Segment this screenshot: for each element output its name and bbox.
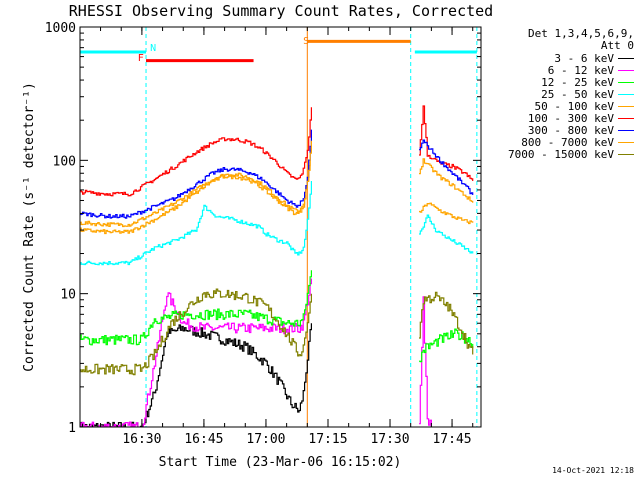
- series-line-after-gap-25-50-kev: [419, 214, 474, 254]
- timestamp: 14-Oct-2021 12:18: [552, 466, 634, 475]
- series-line-6-12-kev: [80, 278, 312, 427]
- legend-entry-12-25-kev: 12 - 25 keV: [482, 75, 634, 89]
- chart-title: RHESSI Observing Summary Count Rates, Co…: [69, 2, 493, 20]
- legend-entry-25-50-kev: 25 - 50 keV: [482, 87, 634, 101]
- legend-entry-800-7000-kev: 800 - 7000 keV: [482, 135, 634, 149]
- legend-entry-50-100-kev: 50 - 100 keV: [482, 99, 634, 113]
- legend-entry-3-6-kev: 3 - 6 keV: [482, 51, 634, 65]
- series-line-100-300-kev: [80, 107, 312, 197]
- legend-label: 7000 - 15000 keV: [508, 147, 614, 161]
- legend-entry-300-800-kev: 300 - 800 keV: [482, 123, 634, 137]
- y-tick-label-100: 100: [53, 154, 76, 169]
- legend-entry-7000-15000-kev: 7000 - 15000 keV: [482, 147, 634, 161]
- legend-entry-100-300-kev: 100 - 300 keV: [482, 111, 634, 125]
- legend-label: 300 - 800 keV: [527, 123, 614, 137]
- series-line-300-800-kev: [80, 129, 312, 219]
- legend-swatch: [618, 153, 634, 155]
- series-line-after-gap-100-300-kev: [419, 105, 474, 181]
- legend-swatch: [618, 141, 634, 143]
- legend-label: 6 - 12 keV: [547, 63, 614, 77]
- y-tick-label-10: 10: [60, 288, 76, 303]
- series-line-after-gap-800-7000-kev: [419, 158, 474, 203]
- legend-swatch: [618, 93, 634, 95]
- y-tick-label-1000: 1000: [45, 21, 76, 36]
- legend-label: 3 - 6 keV: [554, 51, 614, 65]
- series-line-7000-15000-kev: [80, 288, 312, 376]
- legend: Det 1,3,4,5,6,9, Att 0 3 - 6 keV 6 - 12 k…: [482, 27, 634, 161]
- flag-label-n: N: [150, 43, 156, 54]
- legend-header-detectors: Det 1,3,4,5,6,9,: [528, 27, 634, 40]
- legend-swatch: [618, 105, 634, 107]
- x-tick-label-17-00: 17:00: [246, 432, 285, 447]
- legend-swatch: [618, 57, 634, 59]
- x-axis-label: Start Time (23-Mar-06 16:15:02): [159, 455, 402, 470]
- legend-swatch: [618, 129, 634, 131]
- plot-frame: [79, 26, 482, 428]
- legend-entries: 3 - 6 keV 6 - 12 keV 12 - 25 keV 25 - 50 ke…: [482, 51, 634, 161]
- legend-label: 800 - 7000 keV: [521, 135, 614, 149]
- legend-label: 100 - 300 keV: [527, 111, 614, 125]
- plot-content: [80, 27, 478, 427]
- series-line-after-gap-7000-15000-kev: [419, 291, 474, 355]
- legend-entry-6-12-kev: 6 - 12 keV: [482, 63, 634, 77]
- series-line-12-25-kev: [80, 270, 312, 346]
- legend-swatch: [618, 117, 634, 119]
- x-tick-label-16-45: 16:45: [184, 432, 223, 447]
- x-tick-label-17-15: 17:15: [308, 432, 347, 447]
- y-axis-label: Corrected Count Rate (s⁻¹ detector⁻¹): [22, 82, 37, 372]
- y-tick-label-1: 1: [68, 421, 76, 436]
- series-line-25-50-kev: [80, 181, 312, 266]
- legend-label: 12 - 25 keV: [541, 75, 614, 89]
- plot-area: NF S: [80, 27, 478, 427]
- legend-label: 25 - 50 keV: [541, 87, 614, 101]
- flag-label-f: F: [138, 53, 144, 64]
- series-line-3-6-kev: [80, 323, 312, 427]
- x-tick-label-16-30: 16:30: [122, 432, 161, 447]
- legend-header-attenuator: Att 0: [600, 39, 634, 52]
- series-line-after-gap-50-100-kev: [419, 202, 474, 225]
- series-line-after-gap-300-800-kev: [419, 139, 474, 195]
- legend-swatch: [618, 69, 634, 71]
- x-tick-label-17-45: 17:45: [432, 432, 471, 447]
- legend-swatch: [618, 81, 634, 83]
- flag-label-s: S: [303, 36, 309, 47]
- legend-label: 50 - 100 keV: [534, 99, 614, 113]
- series-line-50-100-kev: [80, 136, 312, 228]
- x-tick-label-17-30: 17:30: [370, 432, 409, 447]
- y-axis: 1 10 100 1000: [45, 21, 481, 436]
- series-line-800-7000-kev: [80, 140, 312, 235]
- x-axis: 16:30 16:45 17:00 17:15 17:30 17:45: [100, 27, 474, 447]
